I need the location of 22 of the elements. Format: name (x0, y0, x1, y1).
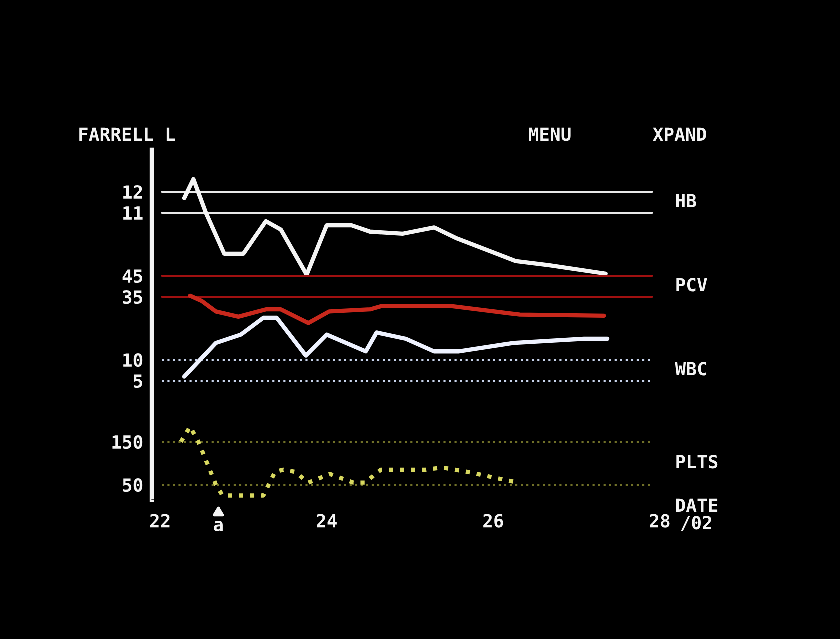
y-tick-label: 5 (134, 374, 142, 388)
x-tick-label: 26 (484, 514, 504, 528)
y-tick-label: 10 (124, 353, 143, 368)
x-tick-label: 22 (150, 514, 170, 528)
text: HB (676, 194, 696, 208)
y-tick-label: 50 (123, 478, 143, 492)
x-tick-label: 24 (317, 514, 337, 528)
x-axis-title: DATE (676, 498, 718, 512)
text: PCV (676, 278, 708, 292)
y-tick-label: 12 (124, 185, 142, 199)
y-tick-label: 150 (112, 435, 143, 450)
text: WBC (675, 362, 707, 376)
text: /02 (681, 516, 712, 532)
text: XPAND (653, 128, 706, 141)
chart-title: FARRELL L (80, 128, 176, 141)
y-tick-label: 45 (122, 270, 142, 284)
y-tick-label: 35 (123, 290, 142, 304)
text: MENU (529, 128, 571, 142)
text: PLTS (676, 455, 718, 469)
annotation: a (214, 521, 223, 532)
y-tick-label: 11 (124, 206, 143, 220)
x-tick-label: 28 (650, 514, 670, 528)
